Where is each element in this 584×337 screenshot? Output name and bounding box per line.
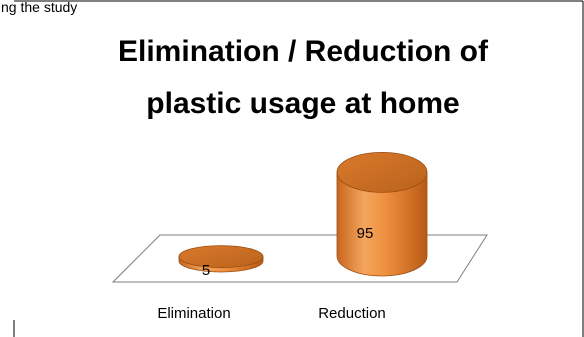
chart-title-line-2: plastic usage at home bbox=[146, 87, 459, 120]
floor-plane bbox=[111, 234, 488, 283]
bar-elimination bbox=[178, 245, 264, 273]
bar-reduction bbox=[336, 151, 428, 277]
data-label-reduction: 95 bbox=[357, 225, 374, 242]
bar-top-elimination bbox=[178, 245, 264, 269]
chart-title-line-1: Elimination / Reduction of bbox=[118, 35, 489, 68]
bar-top-reduction bbox=[336, 151, 428, 193]
data-label-elimination: 5 bbox=[202, 262, 210, 279]
bar-body-reduction bbox=[336, 172, 428, 277]
bars-layer bbox=[178, 151, 428, 277]
category-label-reduction: Reduction bbox=[318, 305, 386, 322]
category-label-elimination: Elimination bbox=[157, 305, 230, 322]
caption-fragment: ng the study bbox=[1, 0, 77, 15]
